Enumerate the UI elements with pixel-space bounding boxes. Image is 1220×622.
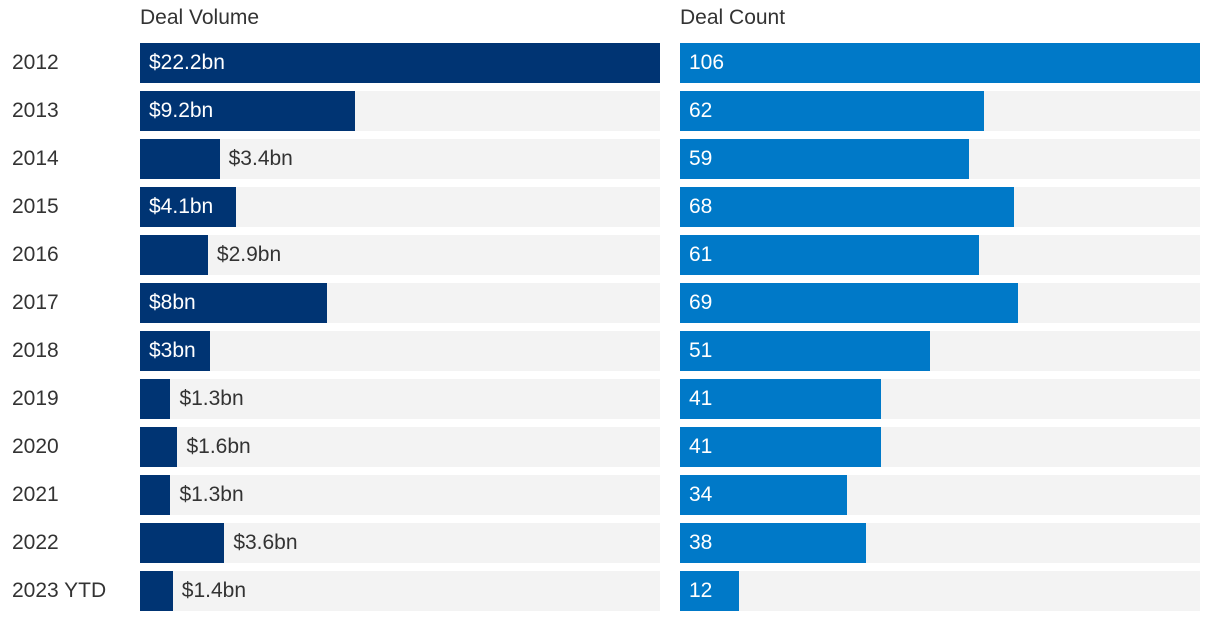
bar-track: 59	[680, 139, 1200, 179]
bar-track: 34	[680, 475, 1200, 515]
bar-track: $3bn	[140, 331, 660, 371]
deal-count-data-label: 69	[689, 291, 713, 314]
bar-track: 62	[680, 91, 1200, 131]
bar-track: $2.9bn	[140, 235, 660, 275]
deal-volume-bar[interactable]	[140, 139, 220, 179]
category-label: 2021	[12, 483, 59, 506]
deal-count-bar[interactable]	[680, 91, 985, 131]
deal-count-data-label: 41	[689, 387, 713, 410]
deal-volume-bar[interactable]	[140, 523, 225, 563]
deal-count-data-label: 68	[689, 195, 713, 218]
deal-volume-data-label: $1.3bn	[179, 483, 244, 506]
bar-track: 41	[680, 427, 1200, 467]
bar-track: 69	[680, 283, 1200, 323]
category-label: 2017	[12, 291, 59, 314]
deal-volume-bar[interactable]	[140, 427, 178, 467]
deal-volume-bar[interactable]	[140, 235, 208, 275]
deal-count-bar[interactable]	[680, 187, 1014, 227]
bar-track: $4.1bn	[140, 187, 660, 227]
deal-count-bar[interactable]	[680, 475, 847, 515]
bar-track: 68	[680, 187, 1200, 227]
bar-track: 61	[680, 235, 1200, 275]
deal-volume-data-label: $1.3bn	[179, 387, 244, 410]
deal-volume-data-label: $9.2bn	[149, 99, 214, 122]
deal-count-bar[interactable]	[680, 283, 1019, 323]
category-label: 2012	[12, 51, 59, 74]
deal-count-data-label: 34	[689, 483, 713, 506]
deal-count-bar[interactable]	[680, 427, 882, 467]
bar-track: 38	[680, 523, 1200, 563]
bar-track: $1.4bn	[140, 571, 660, 611]
deal-count-data-label: 41	[689, 435, 713, 458]
bar-track: 41	[680, 379, 1200, 419]
bar-track: $1.3bn	[140, 475, 660, 515]
deal-count-data-label: 38	[689, 531, 713, 554]
category-label: 2020	[12, 435, 59, 458]
bar-track: $9.2bn	[140, 91, 660, 131]
deal-volume-data-label: $8bn	[149, 291, 196, 314]
deal-volume-data-label: $1.4bn	[181, 579, 247, 602]
bar-track: $8bn	[140, 283, 660, 323]
bar-track: $3.6bn	[140, 523, 660, 563]
bar-track: $3.4bn	[140, 139, 660, 179]
deal-volume-data-label: $3bn	[149, 339, 196, 362]
bar-track: $1.6bn	[140, 427, 660, 467]
bar-track: 12	[680, 571, 1200, 611]
deal-volume-bar[interactable]	[140, 571, 173, 611]
category-label: 2019	[12, 387, 59, 410]
deal-volume-data-label: $3.4bn	[228, 147, 293, 170]
bar-track: $22.2bn	[140, 43, 660, 83]
deal-count-bar[interactable]	[680, 571, 739, 611]
category-label: 2015	[12, 195, 59, 218]
category-label: 2023 YTD	[12, 579, 107, 602]
deal-count-data-label: 59	[689, 147, 713, 170]
deal-count-data-label: 62	[689, 99, 713, 122]
deal-count-data-label: 51	[689, 339, 713, 362]
deal-volume-bar[interactable]	[140, 43, 660, 83]
deal-volume-data-label: $4.1bn	[149, 195, 214, 218]
deal-count-bar[interactable]	[680, 331, 931, 371]
category-label: 2016	[12, 243, 59, 266]
deal-volume-bar[interactable]	[140, 379, 171, 419]
category-label: 2018	[12, 339, 59, 362]
deal-count-bar[interactable]	[680, 523, 867, 563]
category-label: 2013	[12, 99, 59, 122]
deal-count-title: Deal Count	[680, 6, 786, 29]
deal-count-data-label: 106	[689, 51, 725, 74]
deal-volume-data-label: $3.6bn	[233, 531, 298, 554]
deal-count-bar[interactable]	[680, 379, 882, 419]
deal-volume-bar[interactable]	[140, 331, 211, 371]
deal-count-data-label: 12	[689, 579, 713, 602]
deal-count-bar[interactable]	[680, 43, 1200, 83]
deal-volume-bar[interactable]	[140, 475, 171, 515]
deal-volume-data-label: $1.6bn	[186, 435, 251, 458]
category-label: 2022	[12, 531, 59, 554]
category-label: 2014	[12, 147, 59, 170]
deal-volume-data-label: $22.2bn	[149, 51, 225, 74]
deal-volume-bar[interactable]	[140, 283, 328, 323]
deal-volume-title: Deal Volume	[140, 6, 260, 29]
bar-track: $1.3bn	[140, 379, 660, 419]
deal-count-bar[interactable]	[680, 139, 970, 179]
deal-volume-data-label: $2.9bn	[216, 243, 282, 266]
bar-track: 106	[680, 43, 1200, 83]
deal-count-bar[interactable]	[680, 235, 980, 275]
bar-track: 51	[680, 331, 1200, 371]
deal-volume-bar[interactable]	[140, 187, 237, 227]
deal-volume-bar[interactable]	[140, 91, 356, 131]
deal-count-data-label: 61	[689, 243, 713, 266]
